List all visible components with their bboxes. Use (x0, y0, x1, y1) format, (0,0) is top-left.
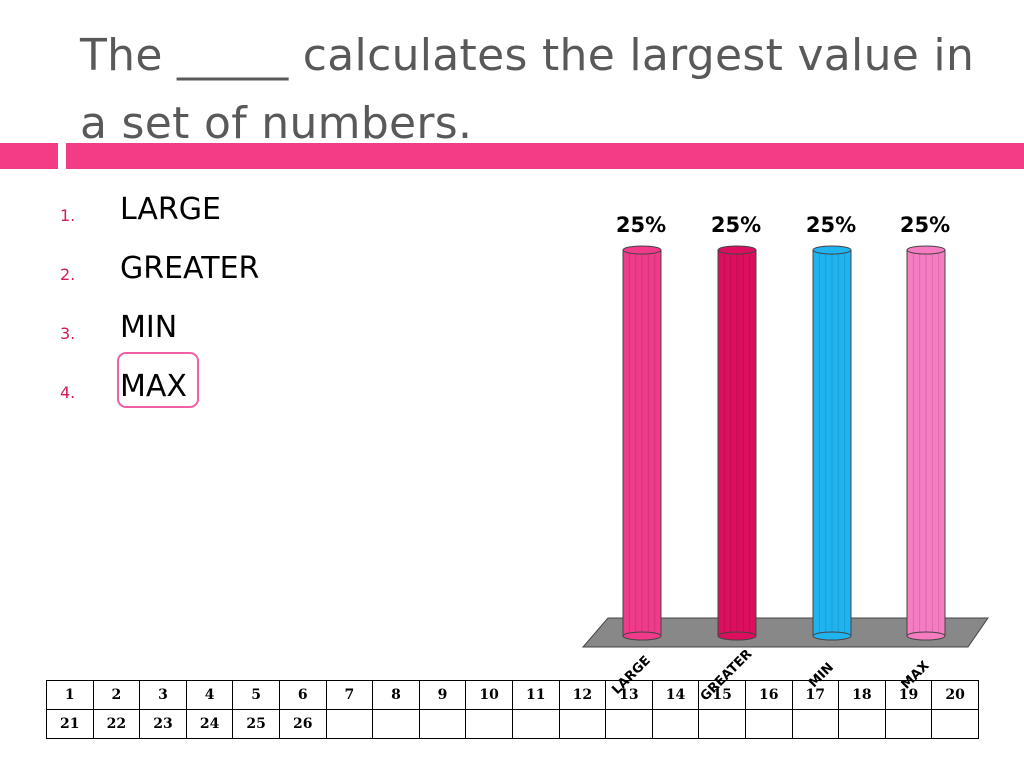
grid-cell: 11 (511, 680, 560, 710)
grid-cell: 24 (185, 709, 234, 739)
bar-top (717, 245, 757, 255)
grid-cell (511, 709, 560, 739)
option-number: 2. (60, 265, 76, 284)
grid-cell (418, 709, 467, 739)
accent-bar (66, 143, 1024, 169)
grid-row: 21 22 23 24 25 26 (46, 709, 979, 739)
grid-cell (744, 709, 793, 739)
bar-body (906, 249, 946, 637)
correct-answer-highlight (117, 352, 199, 408)
bar-top (812, 245, 852, 255)
data-label: 25% (711, 213, 761, 237)
grid-cell: 1 (46, 680, 94, 710)
data-label: 25% (900, 213, 950, 237)
option-greater[interactable]: 2. GREATER (60, 245, 360, 297)
response-grid: 1 2 3 4 5 6 7 8 9 10 11 12 13 14 15 16 17 18 19 20 21 22 23 24 2… (46, 680, 979, 739)
grid-cell: 9 (418, 680, 467, 710)
grid-cell (372, 709, 420, 739)
option-number: 1. (60, 206, 76, 225)
grid-cell: 16 (744, 680, 793, 710)
bar-max (906, 245, 946, 641)
grid-cell: 17 (791, 680, 840, 710)
bar-large (622, 245, 662, 641)
bar-base (717, 631, 757, 641)
grid-row: 1 2 3 4 5 6 7 8 9 10 11 12 13 14 15 16 17 18 19 20 (46, 680, 979, 710)
option-label: LARGE (120, 192, 221, 227)
grid-cell: 8 (372, 680, 420, 710)
option-label: MAX (120, 369, 187, 404)
option-number: 3. (60, 324, 76, 343)
grid-cell: 4 (185, 680, 234, 710)
grid-cell (558, 709, 607, 739)
grid-cell: 21 (46, 709, 94, 739)
grid-cell: 25 (232, 709, 280, 739)
grid-cell: 15 (698, 680, 746, 710)
grid-cell: 13 (605, 680, 653, 710)
grid-cell (465, 709, 513, 739)
bar-greater (717, 245, 757, 641)
option-large[interactable]: 1. LARGE (60, 186, 360, 238)
grid-cell (791, 709, 840, 739)
grid-cell: 14 (651, 680, 700, 710)
bar-top (906, 245, 946, 255)
grid-cell: 7 (325, 680, 374, 710)
grid-cell: 12 (558, 680, 607, 710)
grid-cell (325, 709, 374, 739)
grid-cell: 19 (884, 680, 933, 710)
chart-floor (581, 617, 989, 648)
grid-cell: 3 (139, 680, 187, 710)
grid-cell: 22 (92, 709, 141, 739)
option-min[interactable]: 3. MIN (60, 304, 360, 356)
data-label: 25% (616, 213, 666, 237)
bar-base (622, 631, 662, 641)
option-label: MIN (120, 310, 178, 345)
option-label: GREATER (120, 251, 260, 286)
bar-body (622, 249, 662, 637)
grid-cell (838, 709, 886, 739)
data-label: 25% (806, 213, 856, 237)
bar-top (622, 245, 662, 255)
option-number: 4. (60, 383, 76, 402)
grid-cell: 2 (92, 680, 141, 710)
grid-cell: 23 (139, 709, 187, 739)
grid-cell (931, 709, 979, 739)
grid-cell: 10 (465, 680, 513, 710)
grid-cell (884, 709, 933, 739)
slide-title: The _____ calculates the largest value i… (80, 30, 975, 149)
grid-cell (698, 709, 746, 739)
grid-cell: 6 (278, 680, 327, 710)
bar-base (906, 631, 946, 641)
grid-cell: 18 (838, 680, 886, 710)
grid-cell: 26 (278, 709, 327, 739)
grid-cell (605, 709, 653, 739)
grid-cell (651, 709, 700, 739)
option-max[interactable]: 4. MAX (60, 363, 360, 415)
grid-cell: 20 (931, 680, 979, 710)
bar-min (812, 245, 852, 641)
grid-cell: 5 (232, 680, 280, 710)
accent-bar-small (0, 143, 58, 169)
bar-base (812, 631, 852, 641)
